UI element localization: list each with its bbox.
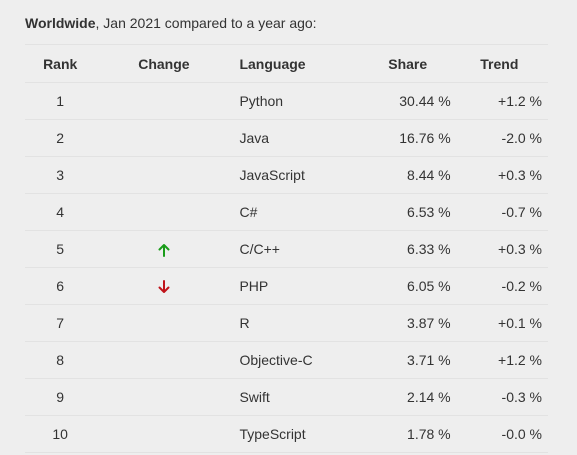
trend-cell: +0.1 %: [450, 304, 548, 342]
share-cell: 3.87 %: [364, 304, 451, 342]
trend-cell: -0.3 %: [450, 378, 548, 416]
table-row: 2 Java 16.76 % -2.0 %: [25, 119, 548, 157]
rank-cell: 7: [25, 304, 96, 342]
rank-cell: 5: [25, 230, 96, 268]
trend-cell: -0.2 %: [450, 267, 548, 305]
change-cell: [95, 341, 233, 379]
table-caption: Worldwide, Jan 2021 compared to a year a…: [25, 15, 317, 31]
trend-cell: +0.3 %: [450, 156, 548, 194]
table-row: 4 C# 6.53 % -0.7 %: [25, 193, 548, 231]
change-cell: [95, 230, 233, 268]
rank-cell: 4: [25, 193, 96, 231]
trend-cell: -0.0 %: [450, 415, 548, 453]
trend-cell: +1.2 %: [450, 82, 548, 120]
table-row: 9 Swift 2.14 % -0.3 %: [25, 378, 548, 416]
change-cell: [95, 119, 233, 157]
up-arrow-icon: [158, 244, 170, 258]
rank-cell: 8: [25, 341, 96, 379]
header-trend: Trend: [450, 44, 548, 83]
down-arrow-icon: [158, 280, 170, 294]
rank-cell: 9: [25, 378, 96, 416]
trend-cell: +0.3 %: [450, 230, 548, 268]
table-row: 6 PHP 6.05 % -0.2 %: [25, 267, 548, 305]
header-change: Change: [95, 44, 233, 83]
rank-cell: 2: [25, 119, 96, 157]
share-cell: 6.05 %: [364, 267, 451, 305]
table-row: 1 Python 30.44 % +1.2 %: [25, 82, 548, 120]
table-row: 5 C/C++ 6.33 % +0.3 %: [25, 230, 548, 268]
share-cell: 30.44 %: [364, 82, 451, 120]
language-cell: Objective-C: [232, 341, 365, 379]
table-row: 8 Objective-C 3.71 % +1.2 %: [25, 341, 548, 379]
trend-cell: -0.7 %: [450, 193, 548, 231]
share-cell: 6.53 %: [364, 193, 451, 231]
share-cell: 2.14 %: [364, 378, 451, 416]
table-row: 10 TypeScript 1.78 % -0.0 %: [25, 415, 548, 453]
language-cell: TypeScript: [232, 415, 365, 453]
change-cell: [95, 193, 233, 231]
ranking-table: Rank Change Language Share Trend 1 Python…: [25, 44, 548, 453]
header-share: Share: [364, 44, 451, 83]
rank-cell: 3: [25, 156, 96, 194]
language-cell: C#: [232, 193, 365, 231]
change-cell: [95, 267, 233, 305]
change-cell: [95, 82, 233, 120]
table-row: 3 JavaScript 8.44 % +0.3 %: [25, 156, 548, 194]
header-rank: Rank: [25, 44, 96, 83]
rank-cell: 1: [25, 82, 96, 120]
share-cell: 16.76 %: [364, 119, 451, 157]
caption-region: Worldwide: [25, 15, 96, 31]
language-cell: Swift: [232, 378, 365, 416]
language-cell: JavaScript: [232, 156, 365, 194]
header-language: Language: [232, 44, 365, 83]
language-cell: PHP: [232, 267, 365, 305]
change-cell: [95, 156, 233, 194]
change-cell: [95, 378, 233, 416]
share-cell: 8.44 %: [364, 156, 451, 194]
share-cell: 3.71 %: [364, 341, 451, 379]
table-header-row: Rank Change Language Share Trend: [25, 44, 548, 83]
rank-cell: 6: [25, 267, 96, 305]
table-row: 7 R 3.87 % +0.1 %: [25, 304, 548, 342]
language-cell: Python: [232, 82, 365, 120]
caption-text: , Jan 2021 compared to a year ago:: [95, 15, 317, 31]
change-cell: [95, 415, 233, 453]
share-cell: 6.33 %: [364, 230, 451, 268]
share-cell: 1.78 %: [364, 415, 451, 453]
rank-cell: 10: [25, 415, 96, 453]
table-body: 1 Python 30.44 % +1.2 % 2 Java 16.76 % -2.0 % 3 J…: [25, 82, 548, 453]
change-cell: [95, 304, 233, 342]
language-cell: C/C++: [232, 230, 365, 268]
trend-cell: -2.0 %: [450, 119, 548, 157]
language-cell: R: [232, 304, 365, 342]
language-cell: Java: [232, 119, 365, 157]
trend-cell: +1.2 %: [450, 341, 548, 379]
